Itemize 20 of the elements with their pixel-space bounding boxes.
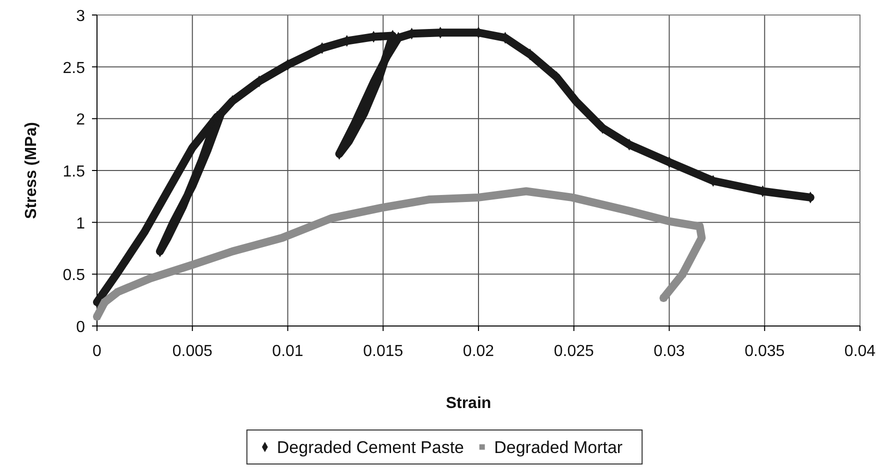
x-tick-label: 0.015: [363, 343, 404, 360]
x-tick-label: 0.02: [462, 343, 494, 360]
x-tick-label: 0.04: [844, 343, 876, 360]
x-tick-label: 0.035: [744, 343, 785, 360]
y-tick-label: 2: [76, 112, 86, 129]
legend-label: Degraded Mortar: [494, 438, 623, 457]
x-tick-label: 0: [92, 343, 102, 360]
y-axis-title: Stress (MPa): [23, 122, 40, 219]
y-tick-label: 0: [76, 319, 86, 336]
y-tick-label: 2.5: [62, 60, 86, 77]
legend-label: Degraded Cement Paste: [276, 438, 464, 457]
x-tick-label: 0.01: [272, 343, 304, 360]
x-tick-label: 0.025: [554, 343, 594, 360]
x-tick-label: 0.03: [654, 343, 685, 360]
y-tick-label: 3: [76, 8, 86, 25]
x-axis-title: Strain: [446, 395, 492, 412]
y-tick-label: 1: [76, 215, 86, 232]
y-tick-label: 0.5: [62, 267, 86, 284]
y-tick-label: 1.5: [62, 164, 86, 180]
x-tick-label: 0.005: [172, 343, 212, 360]
